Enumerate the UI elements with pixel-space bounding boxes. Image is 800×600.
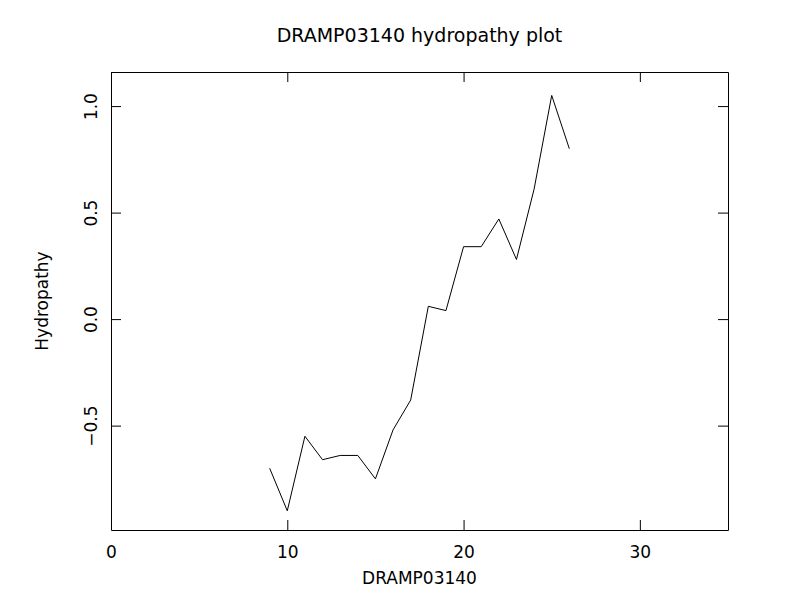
tick-label: 10 bbox=[277, 542, 299, 562]
tick-mark bbox=[718, 213, 728, 214]
tick bbox=[464, 72, 465, 82]
y-axis-title: Hydropathy bbox=[32, 251, 52, 350]
tick bbox=[718, 213, 728, 214]
tick-mark bbox=[718, 319, 728, 320]
tick-mark bbox=[640, 72, 641, 82]
tick-label: −0.5 bbox=[81, 405, 101, 446]
tick: 0.5 bbox=[81, 200, 121, 227]
tick-mark bbox=[287, 72, 288, 82]
tick bbox=[718, 426, 728, 427]
axis-line bbox=[111, 73, 112, 531]
x-axis-top bbox=[112, 72, 729, 82]
x-axis: 0 10 20 30 bbox=[106, 520, 728, 562]
tick-mark bbox=[718, 426, 728, 427]
tick-mark bbox=[111, 213, 121, 214]
tick-label: 30 bbox=[630, 542, 652, 562]
tick-label: 0.5 bbox=[81, 200, 101, 227]
tick-mark bbox=[464, 520, 465, 530]
tick-label: 1.0 bbox=[81, 93, 101, 120]
tick-mark bbox=[718, 106, 728, 107]
axis-line bbox=[112, 530, 729, 531]
tick bbox=[718, 319, 728, 320]
tick bbox=[718, 106, 728, 107]
tick-mark bbox=[111, 426, 121, 427]
tick-mark bbox=[111, 319, 121, 320]
axis-line bbox=[112, 72, 729, 73]
tick: −0.5 bbox=[81, 405, 121, 446]
tick: 10 bbox=[277, 520, 299, 562]
hydropathy-line bbox=[270, 95, 570, 510]
tick: 30 bbox=[630, 520, 652, 562]
chart: 0 10 20 30 −0.5 0.0 0.5 1.0 DRAMP03140 hydropath… bbox=[0, 0, 800, 600]
tick-mark bbox=[287, 520, 288, 530]
tick-label: 0.0 bbox=[81, 306, 101, 333]
tick-mark bbox=[464, 72, 465, 82]
tick-label: 20 bbox=[453, 542, 475, 562]
title: DRAMP03140 hydropathy plot bbox=[277, 24, 563, 46]
plot-area: 0 10 20 30 −0.5 0.0 0.5 1.0 bbox=[81, 72, 729, 562]
tick-mark bbox=[640, 520, 641, 530]
y-axis: −0.5 0.0 0.5 1.0 bbox=[81, 73, 121, 531]
tick bbox=[287, 72, 288, 82]
tick-mark bbox=[111, 106, 121, 107]
tick-label: 0 bbox=[106, 542, 117, 562]
tick: 1.0 bbox=[81, 93, 121, 120]
y-axis-right bbox=[718, 73, 729, 531]
x-axis-title: DRAMP03140 bbox=[362, 568, 477, 588]
tick bbox=[640, 72, 641, 82]
tick: 20 bbox=[453, 520, 475, 562]
tick: 0.0 bbox=[81, 306, 121, 333]
data-layer bbox=[270, 95, 570, 510]
axis-line bbox=[728, 73, 729, 531]
